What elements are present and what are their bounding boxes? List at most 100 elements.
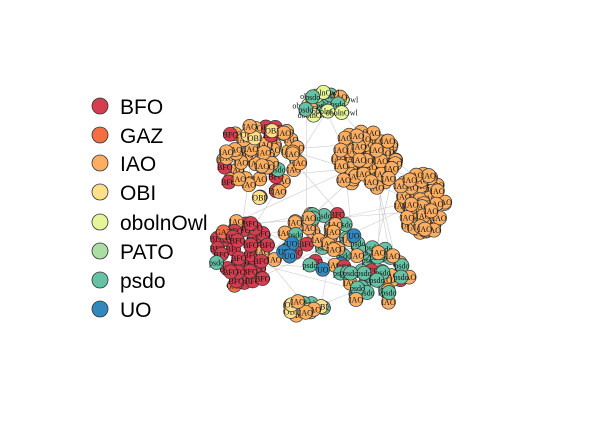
graph-node-label: IAO (378, 276, 392, 285)
graph-node-label: IAO (409, 171, 423, 180)
graph-node: obolnOwl (326, 105, 358, 120)
graph-node-label: IAO (357, 135, 371, 144)
graph-node-label: IAO (366, 129, 380, 138)
legend-label-obolnowl: obolnOwl (120, 212, 208, 235)
graph-node-circle (399, 210, 415, 225)
graph-node-label: BFO (243, 220, 259, 229)
graph-node-label: BFO (242, 267, 258, 276)
graph-node-label: IAO (267, 256, 281, 265)
graph-node-circle (231, 171, 247, 187)
graph-node-label: OBI (248, 134, 262, 143)
graph-node-label: UO (317, 265, 329, 274)
legend-item-pato: PATO (91, 241, 174, 264)
legend-item-gaz: GAZ (91, 125, 163, 148)
graph-node-circle (326, 242, 342, 257)
graph-node-circle (285, 146, 301, 162)
graph-node-label: IAO (276, 177, 290, 186)
graph-node-label: psdo (305, 93, 320, 102)
graph-node: IAO (370, 245, 386, 261)
graph-node-label: psdo (381, 289, 396, 298)
graph-node: IAO (363, 174, 379, 190)
graph-node: UO (282, 248, 298, 264)
graph-node: IAO (333, 142, 349, 158)
graph-node-label: psdo (350, 240, 365, 249)
graph-node-label: BFO (245, 277, 261, 286)
graph-node-label: IAO (429, 200, 443, 209)
graph-node-label: IAO (403, 176, 417, 185)
graph-node: IAO (380, 133, 396, 149)
graph-node-label: obolnOwl (312, 107, 345, 116)
graph-node-circle (326, 224, 341, 240)
graph-node-label: psdo (343, 269, 358, 278)
legend-swatch-uo (91, 300, 109, 318)
graph-node-label: IAO (404, 183, 418, 192)
graph-node: IAO (287, 215, 303, 231)
graph-node-label: IAO (381, 298, 395, 307)
legend-item-psdo: psdo (91, 270, 166, 293)
graph-node-circle (301, 210, 317, 226)
graph-node-label: IAO (272, 187, 286, 196)
graph-node-circle (356, 265, 372, 281)
graph-node: IAO (242, 119, 258, 134)
legend: BFO GAZ IAO OBI obolnOwl PATO psdo UO (91, 96, 208, 322)
graph-node: IAO (298, 304, 314, 320)
graph-node-label: IAO (384, 272, 398, 281)
graph-node-label: psdo (323, 91, 338, 100)
graph-node-label: IAO (418, 225, 432, 234)
graph-node-label: IAO (349, 296, 363, 305)
graph-node-circle (218, 144, 234, 160)
graph-node-label: IAO (371, 249, 385, 258)
graph-node: IAO (417, 221, 433, 237)
graph-node: IAO (254, 158, 270, 174)
graph-node-label: IAO (352, 156, 366, 165)
graph-node-label: obolnOwl (307, 88, 340, 97)
graph-node-label: BFO (226, 245, 242, 254)
graph-node-circle (282, 248, 298, 264)
graph-node-label: BFO (223, 268, 239, 277)
graph-node-circle (243, 216, 259, 231)
graph-node-circle (333, 142, 349, 158)
graph-edge (236, 168, 352, 222)
graph-node-circle (370, 245, 386, 261)
graph-node-label: psdo (394, 273, 409, 282)
graph-node-label: psdo (330, 100, 345, 109)
graph-node-label: IAO (432, 214, 446, 223)
legend-swatch-bfo (91, 97, 109, 115)
graph-node-circle (298, 101, 314, 117)
graph-node-label: IAO (321, 240, 335, 249)
graph-node-label: IAO (277, 129, 291, 138)
graph-node-circle (336, 172, 352, 188)
graph-node-label: psdo (209, 259, 224, 268)
graph-node-circle (276, 125, 292, 141)
graph-node-circle (254, 158, 270, 174)
graph-node-label: IAO (244, 145, 258, 154)
graph-node: IAO (333, 158, 349, 174)
graph-node-label: psdo (336, 252, 351, 261)
graph-node-circle (381, 285, 397, 300)
graph-node-label: IAO (326, 228, 340, 237)
graph-node-circle (334, 105, 350, 120)
graph-node-label: IAO (302, 214, 316, 223)
graph-node-label: IAO (386, 252, 400, 261)
graph-node: BFO (223, 126, 238, 142)
graph-node-label: psdo (357, 269, 372, 278)
graph-node-label: IAO (334, 146, 348, 155)
graph-node-label: IAO (299, 308, 313, 317)
graph-node-label: IAO (278, 229, 292, 238)
graph-node-label: IAO (396, 192, 410, 201)
graph-node-label: BFO (299, 240, 315, 249)
legend-swatch-iao (91, 154, 109, 172)
graph-node-label: IAO (232, 175, 246, 184)
graph-node-circle (305, 89, 321, 105)
graph-node-label: UO (348, 232, 360, 241)
legend-swatch-gaz (91, 126, 109, 144)
graph-node-label: BFO (268, 173, 284, 182)
graph-node-label: IAO (363, 163, 377, 172)
graph-node-label: IAO (430, 187, 444, 196)
graph-node: IAO (399, 210, 415, 225)
graph-node-label: psdo (375, 268, 390, 277)
graph-node-label: IAO (219, 148, 233, 157)
legend-label-psdo: psdo (120, 270, 166, 293)
graph-node-label: IAO (327, 246, 341, 255)
graph-node-label: psdo (271, 166, 286, 175)
